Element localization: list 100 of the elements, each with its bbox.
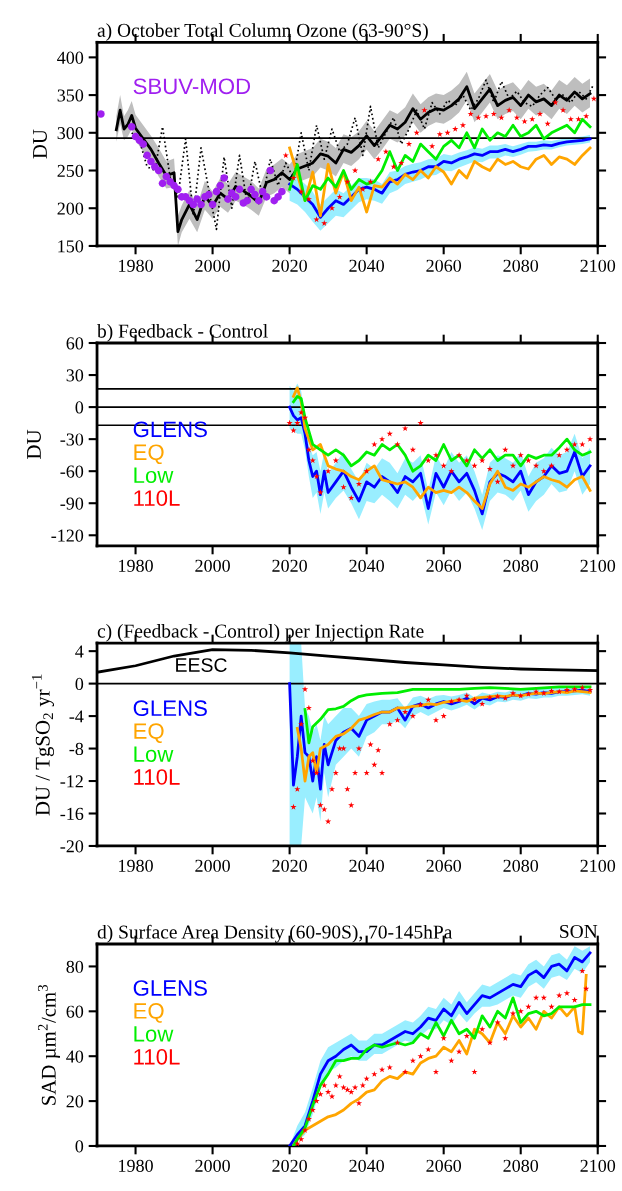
x-tick-label: 2020	[272, 559, 307, 572]
x-tick-label: 2000	[195, 859, 230, 872]
point	[417, 419, 424, 426]
point	[216, 181, 225, 190]
point	[448, 698, 455, 705]
point	[417, 1052, 424, 1059]
point	[294, 1140, 301, 1146]
point	[317, 1091, 324, 1097]
point	[475, 114, 482, 121]
point	[204, 190, 213, 199]
point	[363, 1075, 370, 1082]
point	[471, 696, 478, 703]
point	[417, 701, 424, 708]
text: GLENS	[133, 700, 207, 717]
y-axis-title: DU / TgSO$_{2}$ yr$^{−1}$	[31, 674, 55, 816]
point	[459, 122, 467, 128]
point	[336, 193, 343, 200]
point	[321, 220, 328, 226]
point	[440, 1034, 447, 1041]
point	[317, 802, 324, 809]
x-tick-label: 2040	[349, 259, 385, 272]
point	[378, 435, 386, 442]
point	[298, 720, 305, 727]
x-tick-label: 2060	[426, 859, 462, 872]
point	[325, 467, 332, 474]
point	[482, 112, 490, 119]
point	[328, 204, 336, 211]
point	[375, 155, 382, 162]
point	[486, 465, 493, 472]
point	[321, 806, 328, 813]
y-tick-label: 400	[57, 51, 84, 64]
point	[479, 457, 486, 464]
y-tick-label: 300	[57, 127, 84, 140]
point	[463, 457, 470, 464]
y-tick-label: 200	[57, 202, 84, 215]
point	[305, 1115, 312, 1122]
y-tick-label: 80	[66, 960, 84, 973]
line-series	[292, 386, 592, 510]
point	[467, 110, 474, 117]
point	[294, 785, 301, 792]
x-tick-label: 2040	[349, 859, 385, 872]
point	[455, 451, 463, 458]
y-tick-label: 0	[75, 677, 84, 691]
point	[243, 196, 252, 205]
point	[440, 712, 447, 719]
point	[336, 1073, 343, 1080]
point	[193, 195, 201, 203]
text: Low	[134, 1026, 174, 1042]
y-tick-label: -30	[60, 433, 84, 446]
point	[294, 419, 301, 426]
point	[321, 1082, 328, 1089]
x-tick-label: 2020	[272, 259, 307, 272]
series-label: SBUV-MOD	[133, 78, 251, 95]
point	[436, 131, 443, 137]
point	[563, 990, 571, 996]
point	[386, 430, 393, 437]
y-tick-label: -20	[60, 840, 84, 853]
point	[490, 110, 497, 117]
point	[274, 193, 282, 201]
point	[340, 483, 347, 490]
point	[127, 122, 136, 131]
point	[371, 761, 378, 768]
y-tick-label: -4	[69, 710, 84, 723]
point	[517, 451, 524, 458]
y-axis-title: DU	[27, 429, 41, 459]
point	[309, 1106, 316, 1113]
point	[208, 200, 217, 209]
point	[309, 457, 316, 464]
point	[290, 174, 297, 181]
point	[359, 1082, 366, 1089]
point	[344, 1086, 351, 1093]
point	[529, 115, 536, 122]
point	[363, 467, 370, 474]
point	[394, 441, 401, 448]
x-tick-label: 2040	[349, 1159, 385, 1172]
text: 110L	[134, 1048, 180, 1065]
point	[394, 1039, 401, 1046]
point	[386, 1064, 393, 1071]
point	[174, 185, 182, 194]
point	[556, 451, 563, 458]
point	[525, 1003, 532, 1010]
point	[247, 185, 255, 194]
x-tick-label: 2100	[580, 859, 616, 872]
point	[394, 716, 401, 723]
point	[340, 745, 347, 752]
x-tick-label: 2040	[349, 559, 385, 572]
x-tick-label: 2100	[580, 1159, 616, 1172]
point	[536, 110, 544, 117]
y-tick-label: 250	[57, 164, 84, 177]
point	[298, 188, 305, 195]
point	[301, 1127, 309, 1133]
y-tick-label: 150	[58, 240, 84, 253]
point	[348, 1088, 355, 1095]
x-tick-label: 2080	[503, 859, 539, 872]
point	[402, 425, 409, 432]
point	[586, 686, 594, 693]
point	[413, 129, 420, 136]
x-tick-label: 2000	[195, 259, 230, 272]
point	[579, 684, 586, 691]
point	[262, 193, 271, 201]
